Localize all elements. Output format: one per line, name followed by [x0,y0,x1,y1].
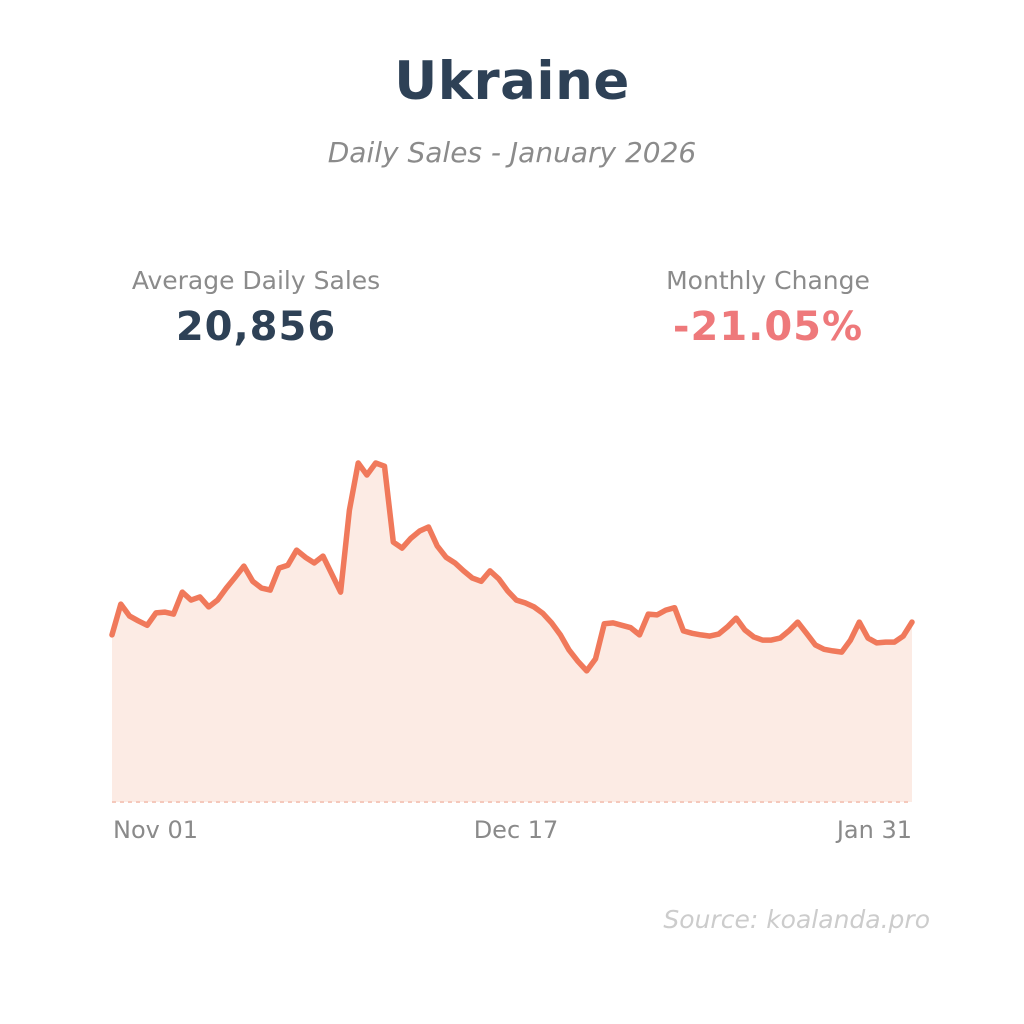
x-axis: Nov 01 Dec 17 Jan 31 [0,818,1024,848]
stat-value-average: 20,856 [175,304,337,350]
stat-label: Monthly Change [666,266,870,295]
x-tick-dec-17: Dec 17 [473,816,559,844]
stats-row: Average Daily Sales 20,856 Monthly Chang… [0,268,1024,347]
stat-value-change: -21.05% [672,304,864,350]
source-attribution: Source: koalanda.pro [663,905,930,934]
x-tick-nov-01: Nov 01 [113,816,199,844]
stat-label: Average Daily Sales [131,266,381,295]
sales-line [109,460,915,674]
area-fill [112,463,912,802]
chart-subtitle: Daily Sales - January 2026 [327,136,697,169]
x-tick-jan-31: Jan 31 [836,816,912,844]
page-title: Ukraine [394,51,630,112]
stat-average-daily-sales: Average Daily Sales 20,856 [0,268,512,347]
stat-monthly-change: Monthly Change -21.05% [512,268,1024,347]
